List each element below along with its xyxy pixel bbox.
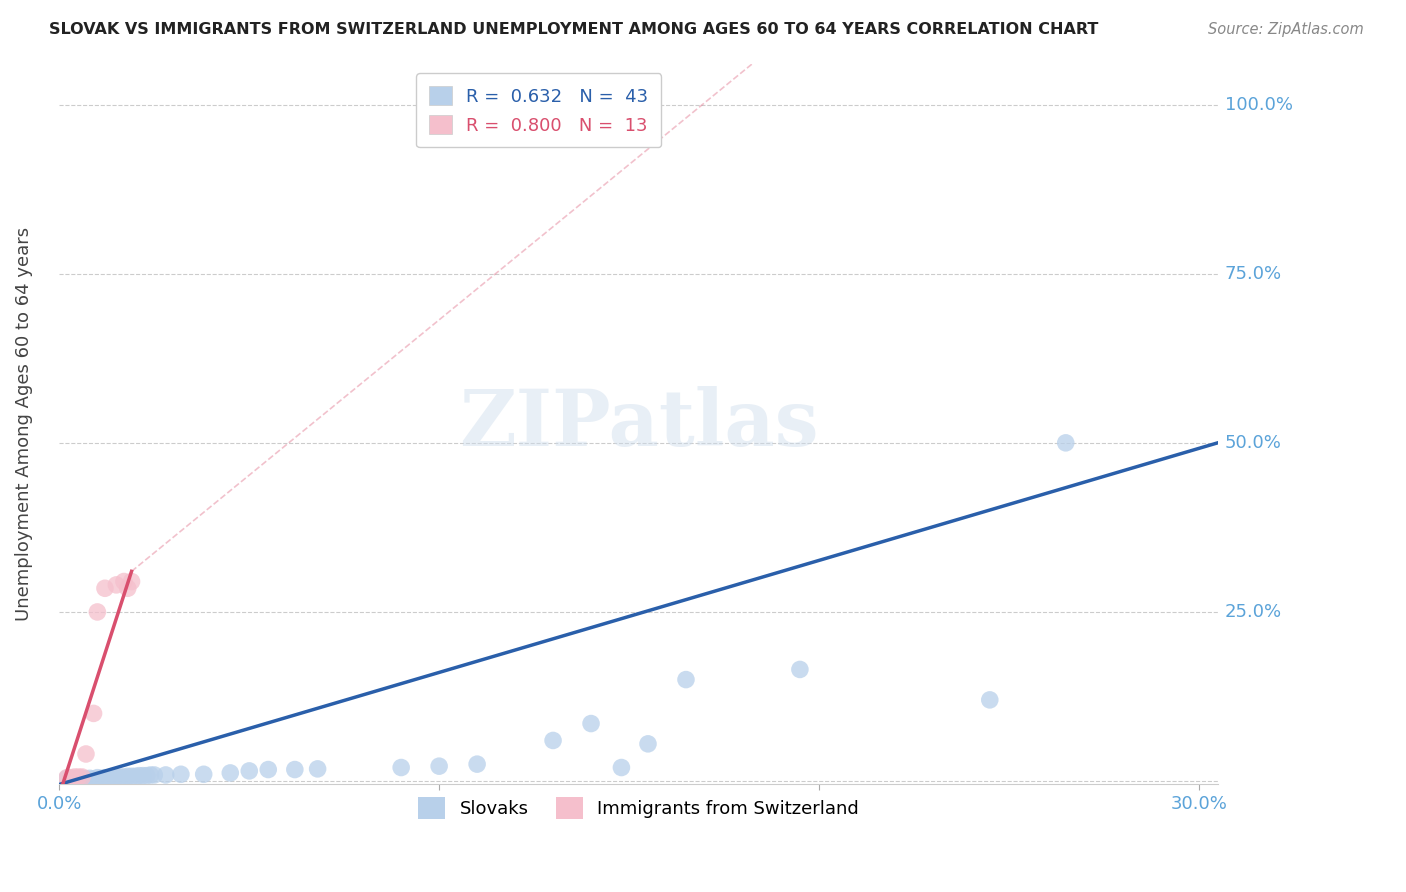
Legend: Slovaks, Immigrants from Switzerland: Slovaks, Immigrants from Switzerland: [411, 789, 866, 826]
Point: [70, 772, 93, 786]
Point: [121, 769, 143, 783]
Point: [637, 737, 659, 751]
Point: [389, 760, 412, 774]
Y-axis label: Unemployment Among Ages 60 to 64 years: Unemployment Among Ages 60 to 64 years: [15, 227, 32, 622]
Point: [155, 768, 177, 782]
Point: [121, 574, 143, 589]
Point: [59, 771, 82, 785]
Point: [579, 716, 602, 731]
Point: [219, 766, 242, 780]
Point: [112, 574, 135, 589]
Point: [135, 769, 157, 783]
Point: [117, 581, 139, 595]
Text: SLOVAK VS IMMIGRANTS FROM SWITZERLAND UNEMPLOYMENT AMONG AGES 60 TO 64 YEARS COR: SLOVAK VS IMMIGRANTS FROM SWITZERLAND UN…: [49, 22, 1098, 37]
Text: 25.0%: 25.0%: [1225, 603, 1282, 621]
Point: [63, 770, 86, 784]
Point: [238, 764, 260, 778]
Point: [56, 772, 79, 786]
Point: [124, 769, 146, 783]
Point: [67, 770, 90, 784]
Point: [112, 770, 135, 784]
Point: [143, 768, 166, 782]
Point: [108, 770, 131, 784]
Point: [105, 770, 128, 784]
Text: 100.0%: 100.0%: [1225, 95, 1292, 113]
Point: [86, 605, 108, 619]
Point: [67, 772, 90, 786]
Point: [105, 578, 128, 592]
Point: [541, 733, 564, 747]
Point: [90, 772, 112, 786]
Point: [94, 581, 117, 595]
Point: [610, 760, 633, 774]
Point: [63, 772, 86, 786]
Text: Source: ZipAtlas.com: Source: ZipAtlas.com: [1208, 22, 1364, 37]
Point: [59, 772, 82, 786]
Point: [56, 771, 79, 785]
Point: [128, 769, 150, 783]
Point: [284, 763, 307, 777]
Point: [101, 771, 124, 785]
Point: [427, 759, 450, 773]
Point: [170, 767, 193, 781]
Point: [789, 662, 811, 676]
Point: [94, 771, 117, 785]
Text: 75.0%: 75.0%: [1225, 265, 1282, 283]
Point: [75, 772, 97, 786]
Point: [83, 706, 105, 721]
Text: 50.0%: 50.0%: [1225, 434, 1281, 452]
Point: [70, 770, 93, 784]
Point: [193, 767, 215, 781]
Point: [83, 772, 105, 786]
Point: [117, 769, 139, 783]
Point: [97, 771, 120, 785]
Point: [86, 771, 108, 785]
Point: [132, 769, 155, 783]
Point: [465, 757, 488, 772]
Point: [675, 673, 697, 687]
Point: [75, 747, 97, 761]
Point: [257, 763, 280, 777]
Point: [139, 768, 162, 782]
Text: ZIPatlas: ZIPatlas: [458, 386, 818, 462]
Point: [307, 762, 329, 776]
Point: [1054, 435, 1077, 450]
Point: [79, 772, 101, 786]
Point: [979, 693, 1001, 707]
